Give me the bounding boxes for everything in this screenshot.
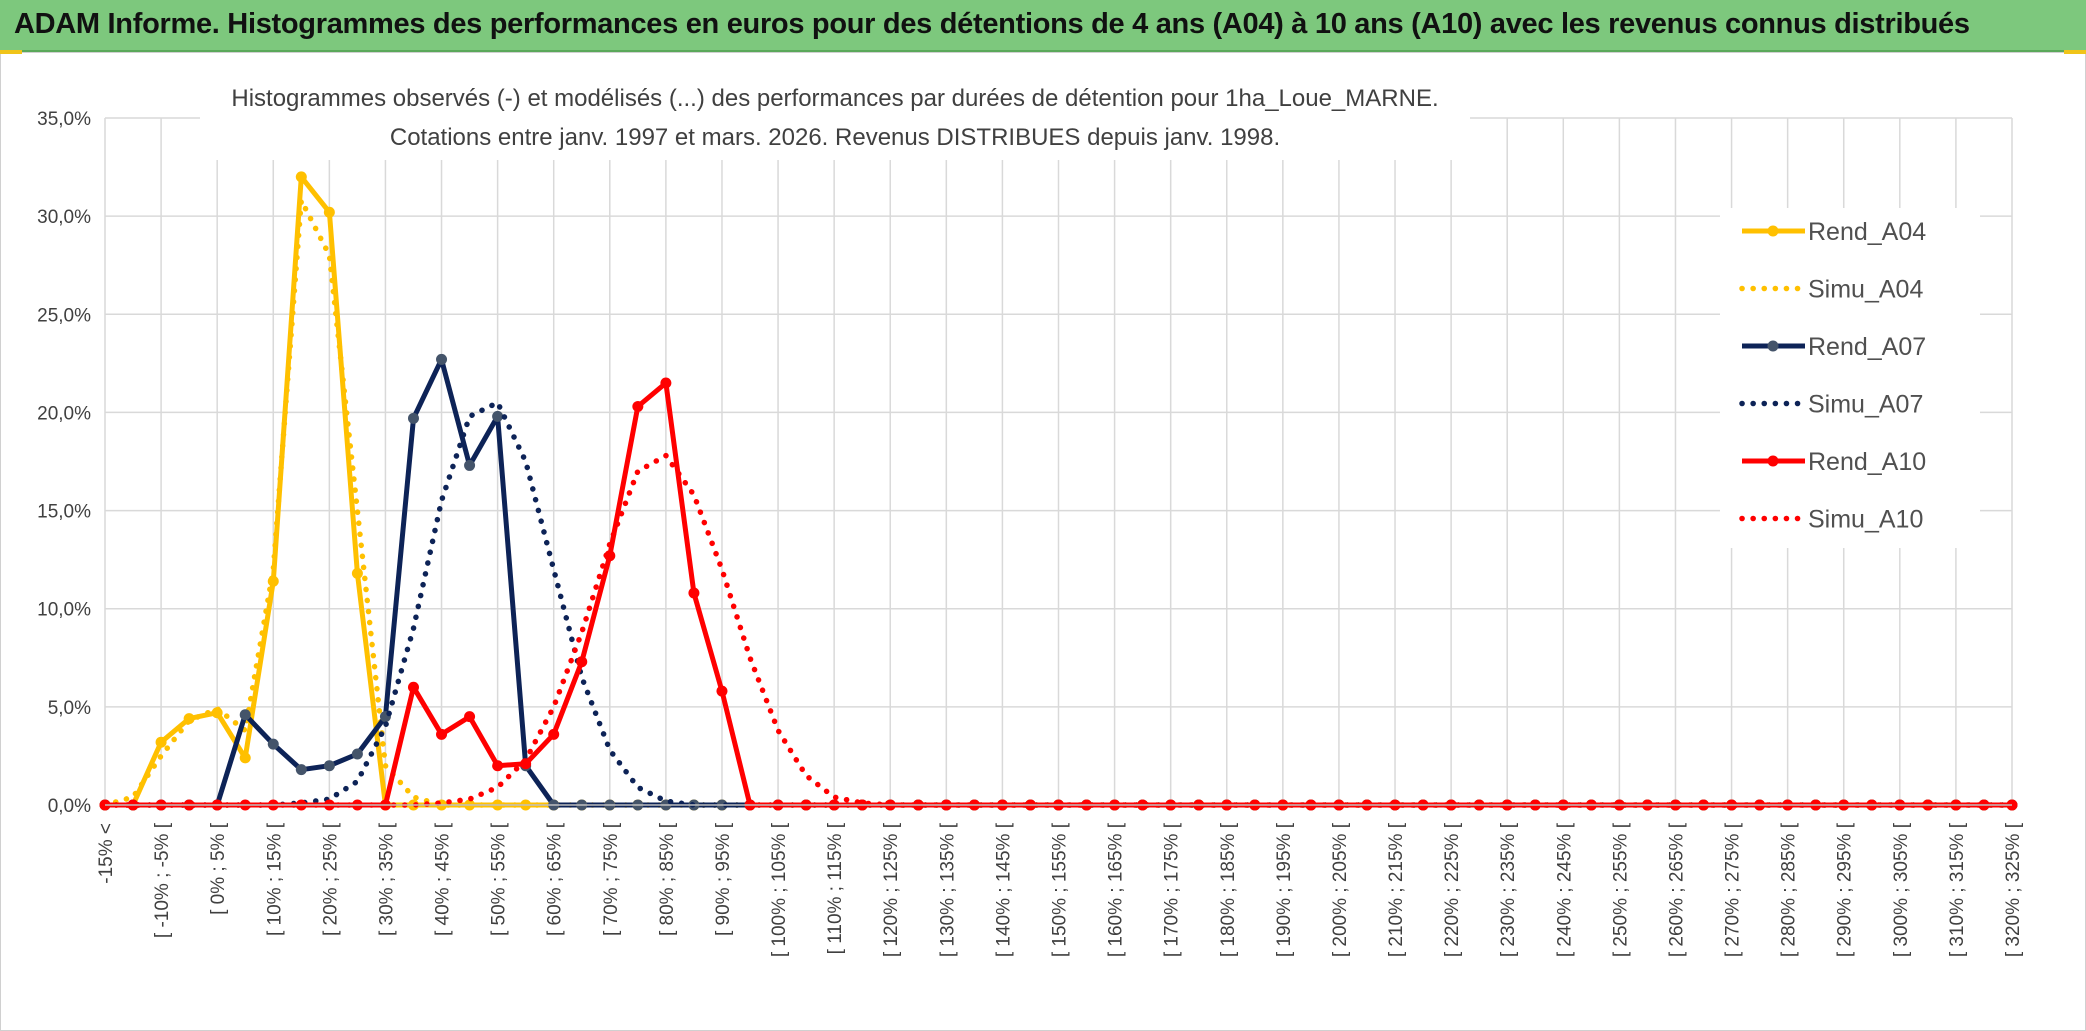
data-point	[267, 738, 279, 750]
corner-accent-right	[2064, 50, 2086, 54]
legend-label: Simu_A07	[1808, 391, 1923, 419]
x-tick-label: [ -10% ; -5% [	[152, 822, 173, 938]
y-tick-label: 20,0%	[37, 403, 91, 424]
legend-item-rend_a10: Rend_A10	[1742, 448, 1926, 476]
x-tick-label: [ 130% ; 135% [	[937, 822, 958, 957]
x-tick-label: [ 190% ; 195% [	[1274, 822, 1295, 957]
legend-label: Rend_A07	[1808, 333, 1926, 361]
chart-title-block: Histogrammes observés (-) et modélisés (…	[200, 76, 1470, 160]
x-tick-label: [ 200% ; 205% [	[1330, 822, 1351, 957]
y-tick-label: 25,0%	[37, 305, 91, 326]
x-tick-label: [ 280% ; 285% [	[1779, 822, 1800, 957]
legend-item-simu_a10: Simu_A10	[1739, 506, 1923, 534]
x-tick-label: [ 270% ; 275% [	[1723, 822, 1744, 957]
x-tick-label: [ 250% ; 255% [	[1610, 822, 1631, 957]
x-tick-label: [ 60% ; 65% [	[545, 822, 566, 936]
x-tick-label: [ 50% ; 55% [	[489, 822, 510, 936]
x-tick-label: [ 120% ; 125% [	[881, 822, 902, 957]
y-axis: 0,0% 5,0% 10,0% 15,0% 20,0% 25,0% 30,0% 35,0%	[37, 109, 91, 817]
x-tick-label: [ 260% ; 265% [	[1666, 822, 1687, 957]
legend-item-simu_a07: Simu_A07	[1739, 391, 1923, 419]
x-tick-label: [ 10% ; 15% [	[264, 822, 285, 936]
data-point	[351, 748, 363, 760]
x-tick-label: [ 290% ; 295% [	[1835, 822, 1856, 957]
x-tick-label: [ 30% ; 35% [	[376, 822, 397, 936]
x-tick-label: [ 240% ; 245% [	[1554, 822, 1575, 957]
corner-accent-left	[0, 50, 22, 54]
legend-item-rend_a04: Rend_A04	[1742, 218, 1926, 246]
data-point	[492, 410, 504, 422]
legend-label: Rend_A04	[1808, 218, 1926, 246]
legend-marker	[1767, 340, 1779, 352]
x-tick-label: [ 70% ; 75% [	[601, 822, 622, 936]
x-tick-label: [ 210% ; 215% [	[1386, 822, 1407, 957]
x-tick-label: [ 320% ; 325% [	[2003, 822, 2024, 957]
data-point	[407, 412, 419, 424]
data-point	[323, 206, 335, 218]
chart-title-line2: Cotations entre janv. 1997 et mars. 2026…	[390, 124, 1280, 151]
legend-marker	[1767, 455, 1779, 467]
data-point	[295, 171, 307, 183]
page-title: ADAM Informe. Histogrammes des performan…	[14, 8, 1970, 40]
x-tick-label: [ 110% ; 115% [	[825, 822, 846, 954]
data-point	[295, 764, 307, 776]
data-point	[239, 709, 251, 721]
x-tick-label: [ 310% ; 315% [	[1947, 822, 1968, 957]
x-tick-label: [ 140% ; 145% [	[993, 822, 1014, 957]
legend-marker	[1767, 225, 1779, 237]
legend-item-simu_a04: Simu_A04	[1739, 276, 1923, 304]
y-tick-label: 35,0%	[37, 109, 91, 130]
data-point	[436, 353, 448, 365]
x-tick-label: [ 220% ; 225% [	[1442, 822, 1463, 957]
y-tick-label: 10,0%	[37, 600, 91, 621]
chart-legend: Rend_A04 Simu_A04 Rend_A07 Simu_A07 Rend_A10…	[1720, 208, 1980, 548]
data-point	[632, 401, 644, 413]
data-point	[239, 752, 251, 764]
x-tick-label: [ 0% ; 5% [	[208, 822, 229, 915]
x-tick-label: [ 90% ; 95% [	[713, 822, 734, 936]
data-point	[464, 711, 476, 723]
x-tick-label: -15% <	[96, 823, 117, 884]
data-point	[436, 728, 448, 740]
data-point	[492, 760, 504, 772]
data-point	[660, 377, 672, 389]
data-point	[155, 736, 167, 748]
x-tick-label: [ 170% ; 175% [	[1162, 822, 1183, 957]
x-tick-label: [ 180% ; 185% [	[1218, 822, 1239, 957]
data-point	[716, 685, 728, 697]
x-tick-label: [ 80% ; 85% [	[657, 822, 678, 936]
legend-label: Simu_A10	[1808, 506, 1923, 534]
x-tick-label: [ 20% ; 25% [	[320, 822, 341, 936]
y-tick-label: 0,0%	[48, 796, 91, 817]
data-point	[548, 728, 560, 740]
data-point	[323, 760, 335, 772]
x-tick-label: [ 100% ; 105% [	[769, 822, 790, 957]
x-tick-label: [ 160% ; 165% [	[1106, 822, 1127, 957]
title-banner: ADAM Informe. Histogrammes des performan…	[0, 0, 2086, 52]
x-tick-label: [ 40% ; 45% [	[433, 822, 454, 936]
data-point	[464, 459, 476, 471]
chart-title-line1: Histogrammes observés (-) et modélisés (…	[231, 85, 1438, 112]
data-point	[576, 656, 588, 668]
x-tick-label: [ 150% ; 155% [	[1050, 822, 1071, 957]
legend-label: Simu_A04	[1808, 276, 1923, 304]
legend-label: Rend_A10	[1808, 448, 1926, 476]
y-tick-label: 30,0%	[37, 207, 91, 228]
data-point	[407, 681, 419, 693]
data-point	[688, 587, 700, 599]
y-tick-label: 15,0%	[37, 502, 91, 523]
data-point	[351, 567, 363, 579]
legend-item-rend_a07: Rend_A07	[1742, 333, 1926, 361]
x-axis: -15% < [ -10% ; -5% [ [ 0% ; 5% [ [ 10% ; 1…	[96, 804, 2024, 957]
x-tick-label: [ 230% ; 235% [	[1498, 822, 1519, 957]
y-tick-label: 5,0%	[48, 698, 91, 719]
x-tick-label: [ 300% ; 305% [	[1891, 822, 1912, 957]
